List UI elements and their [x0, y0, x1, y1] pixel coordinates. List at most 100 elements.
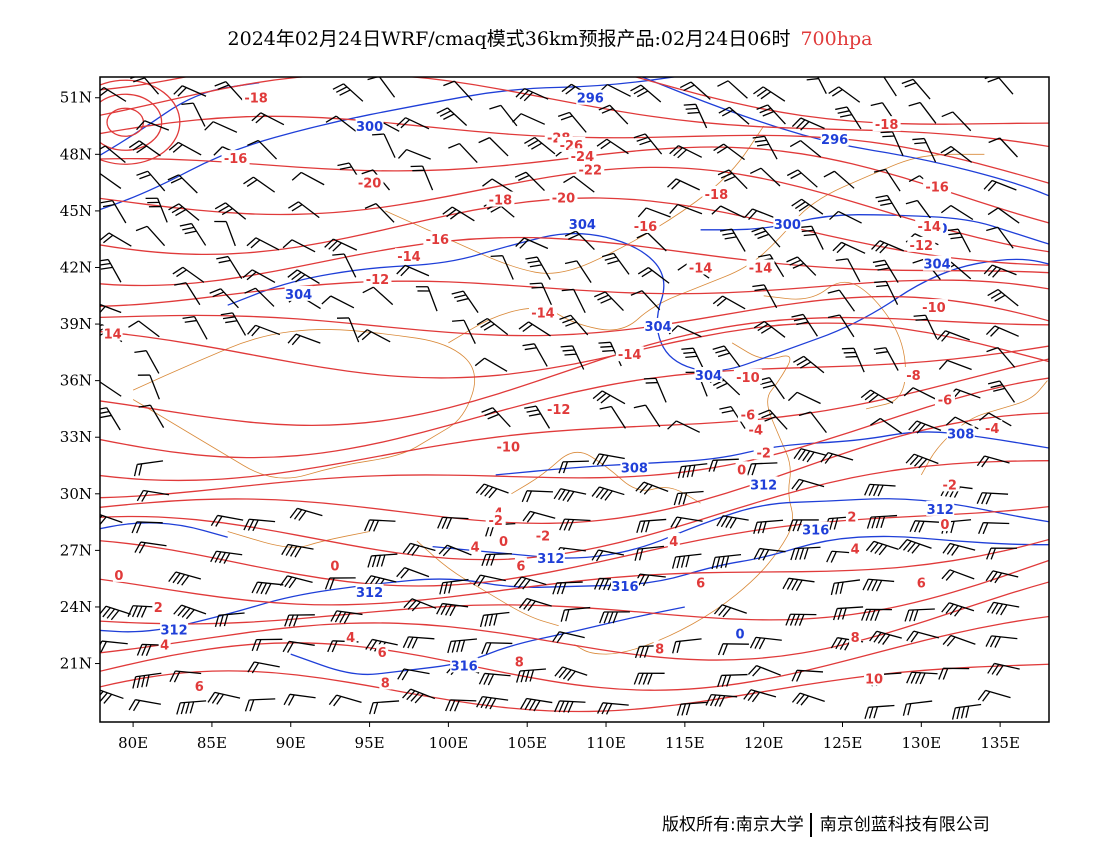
geopotential-label: 308 [621, 461, 648, 476]
contour-label-bg [514, 557, 527, 573]
wind-barb [447, 638, 478, 654]
wind-barb [173, 85, 207, 97]
contour-label-bg [903, 366, 924, 382]
temperature-label: -10 [497, 441, 521, 456]
wind-barb [791, 669, 824, 682]
contour-label-bg [152, 598, 165, 614]
geopotential-label: 296 [577, 92, 604, 107]
wind-barb [210, 514, 244, 527]
contour-label-bg [485, 512, 506, 528]
contour-label-bg [528, 304, 557, 320]
wind-barb [479, 611, 510, 628]
lon-tick-label: 100E [429, 734, 469, 752]
wind-barb [873, 347, 899, 371]
temperature-contour [100, 197, 1049, 266]
wind-barb [599, 405, 626, 429]
wind-barb [332, 253, 357, 278]
wind-barb [977, 689, 1011, 702]
wind-barb [521, 490, 553, 503]
wind-barb [719, 228, 746, 252]
wind-barb [559, 314, 589, 336]
wind-barb [281, 543, 314, 558]
temperature-label: 0 [114, 569, 123, 584]
wind-barb [100, 232, 132, 247]
wind-barb [864, 704, 895, 719]
wind-barb [332, 83, 364, 102]
lon-tick-label: 90E [276, 734, 306, 752]
wind-barb [828, 86, 861, 103]
geopotential-label: 316 [802, 524, 829, 539]
wind-barb [717, 169, 748, 190]
wind-barb [940, 204, 974, 221]
wind-barb [288, 201, 320, 219]
lon-tick-label: 135E [980, 734, 1020, 752]
lat-tick-label: 21N [60, 655, 92, 673]
wind-barb [986, 226, 1014, 249]
wind-barb [712, 345, 741, 368]
wind-barb [100, 381, 122, 397]
contour-label-bg [923, 255, 952, 271]
wind-barb [481, 642, 513, 655]
wind-barb [481, 553, 512, 567]
wind-barb [207, 691, 241, 705]
boundary-line [920, 380, 1048, 476]
wind-barb [438, 544, 472, 557]
geopotential-label: 316 [611, 580, 638, 595]
contour-label-bg [193, 678, 206, 694]
chart-title: 2024年02月24日WRF/cmaq模式36km预报产品:02月24日06时 7… [0, 24, 1100, 51]
wind-barb [325, 115, 358, 133]
wind-barb [133, 460, 164, 477]
wind-barb [873, 168, 901, 192]
lat-tick-label: 42N [60, 258, 92, 276]
wind-barb [291, 171, 325, 186]
wind-barb [439, 578, 469, 595]
wind-barb [529, 282, 553, 308]
wind-barb [874, 280, 899, 305]
wind-barb [134, 350, 160, 374]
wind-barb [711, 554, 742, 570]
wind-barb [908, 420, 942, 434]
wind-barb [713, 604, 747, 618]
wind-barb [282, 640, 315, 653]
contour-label-bg [926, 500, 955, 516]
wind-barb [448, 142, 478, 163]
wind-barb [872, 259, 899, 283]
boundary-line [763, 281, 906, 410]
wind-barb [522, 510, 556, 523]
contour-label-bg [557, 136, 586, 152]
wind-barb [909, 520, 942, 533]
contour-label-bg [745, 421, 766, 437]
wind-barb [243, 518, 276, 532]
temperature-contour [100, 279, 1049, 307]
temperature-label: 4 [160, 639, 169, 654]
lat-tick-label: 45N [60, 202, 92, 220]
wind-barb [598, 104, 629, 125]
wind-barb [100, 640, 128, 653]
wind-barb [451, 290, 479, 313]
wind-barb [364, 203, 395, 223]
contour-label-bg [735, 461, 748, 477]
wind-barb [756, 104, 786, 125]
wind-barb [592, 390, 626, 405]
wind-barb [136, 170, 166, 192]
wind-barb [524, 405, 551, 429]
contour-label-bg [158, 636, 171, 652]
lat-tick-label: 48N [60, 145, 92, 163]
wind-barb [987, 662, 1020, 676]
lat-tick-label: 39N [60, 315, 92, 333]
geopotential-contour [227, 232, 1049, 372]
wind-barb [670, 516, 703, 529]
temperature-label: -18 [875, 118, 899, 133]
wind-barb [182, 315, 208, 340]
wind-barb [941, 111, 972, 132]
wind-barb [324, 238, 358, 252]
contour-label-bg [746, 259, 775, 275]
contour-label-bg [355, 118, 384, 134]
wind-barb [903, 387, 937, 400]
wind-barb [786, 256, 817, 276]
wind-barb [174, 282, 201, 306]
lat-tick-label: 27N [60, 541, 92, 559]
wind-barb [179, 222, 207, 246]
temperature-contour [100, 146, 1049, 224]
wind-barb [820, 452, 854, 464]
